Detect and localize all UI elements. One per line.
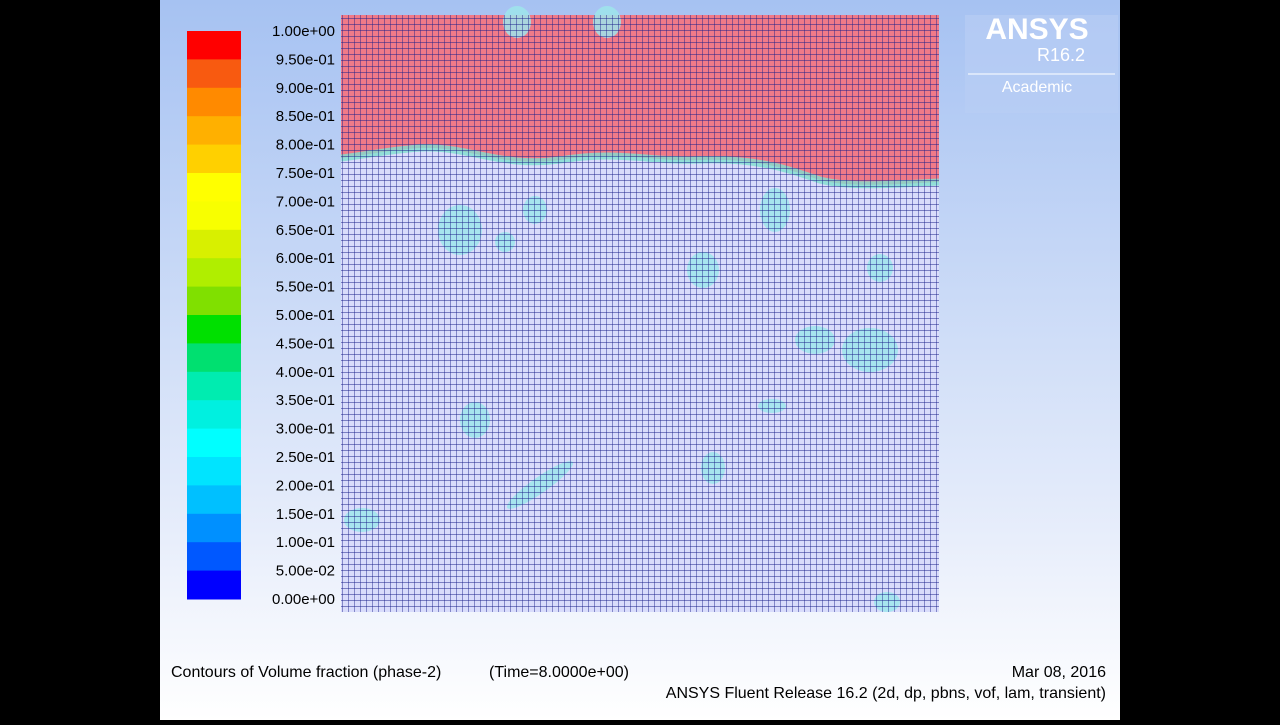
colorbar-band: [187, 457, 241, 486]
colorbar-label: 2.50e-01: [276, 449, 335, 466]
colorbar-label: 3.00e-01: [276, 421, 335, 438]
colorbar-band: [187, 343, 241, 373]
colorbar-label: 5.50e-01: [276, 279, 335, 296]
colorbar-label: 5.00e-02: [276, 563, 335, 580]
colorbar-band: [187, 400, 241, 430]
colorbar-label: 6.50e-01: [276, 222, 335, 239]
colorbar-band: [187, 201, 241, 231]
colorbar-label: 4.00e-01: [276, 364, 335, 381]
colorbar-band: [187, 286, 241, 316]
colorbar-band: [187, 173, 241, 202]
colorbar-label: 1.00e-01: [276, 534, 335, 551]
colorbar-band: [187, 315, 241, 344]
colorbar-label: 5.00e-01: [276, 307, 335, 324]
colorbar: 1.00e+00 9.50e-01 9.00e-01 8.50e-01 8.00e-01…: [187, 23, 335, 608]
colorbar-band: [187, 570, 241, 600]
colorbar-label: 7.00e-01: [276, 193, 335, 210]
colorbar-label: 8.00e-01: [276, 137, 335, 154]
colorbar-label: 9.00e-01: [276, 80, 335, 97]
colorbar-band: [187, 59, 241, 89]
colorbar-band: [187, 87, 241, 117]
colorbar-label: 6.00e-01: [276, 250, 335, 267]
footer-date: Mar 08, 2016: [1012, 664, 1106, 681]
colorbar-band: [187, 485, 241, 515]
colorbar-label: 4.50e-01: [276, 335, 335, 352]
colorbar-band: [187, 229, 241, 259]
colorbar-band: [187, 144, 241, 174]
colorbar-band: [187, 513, 241, 543]
footer-release: ANSYS Fluent Release 16.2 (2d, dp, pbns,…: [666, 685, 1106, 702]
colorbar-band: [187, 116, 241, 146]
mesh: [341, 15, 939, 612]
colorbar-label: 2.00e-01: [276, 477, 335, 494]
logo-version: R16.2: [1037, 45, 1085, 65]
footer: Contours of Volume fraction (phase-2) (T…: [171, 664, 1106, 702]
footer-time: (Time=8.0000e+00): [489, 664, 629, 681]
logo-box: [965, 15, 1118, 113]
colorbar-label: 8.50e-01: [276, 108, 335, 125]
colorbar-label: 3.50e-01: [276, 392, 335, 409]
colorbar-band: [187, 31, 241, 60]
logo-brand: ANSYS: [985, 13, 1088, 46]
colorbar-label: 1.50e-01: [276, 506, 335, 523]
logo-edition: Academic: [1002, 79, 1072, 96]
colorbar-band: [187, 258, 241, 288]
colorbar-label: 1.00e+00: [272, 23, 335, 40]
colorbar-band: [187, 542, 241, 572]
colorbar-band: [187, 428, 241, 458]
logo: ANSYS R16.2 Academic: [965, 13, 1118, 113]
colorbar-label: 9.50e-01: [276, 51, 335, 68]
footer-title: Contours of Volume fraction (phase-2): [171, 664, 441, 681]
contour-plot: [340, 6, 940, 612]
colorbar-band: [187, 371, 241, 401]
colorbar-label: 0.00e+00: [272, 591, 335, 608]
colorbar-label: 7.50e-01: [276, 165, 335, 182]
